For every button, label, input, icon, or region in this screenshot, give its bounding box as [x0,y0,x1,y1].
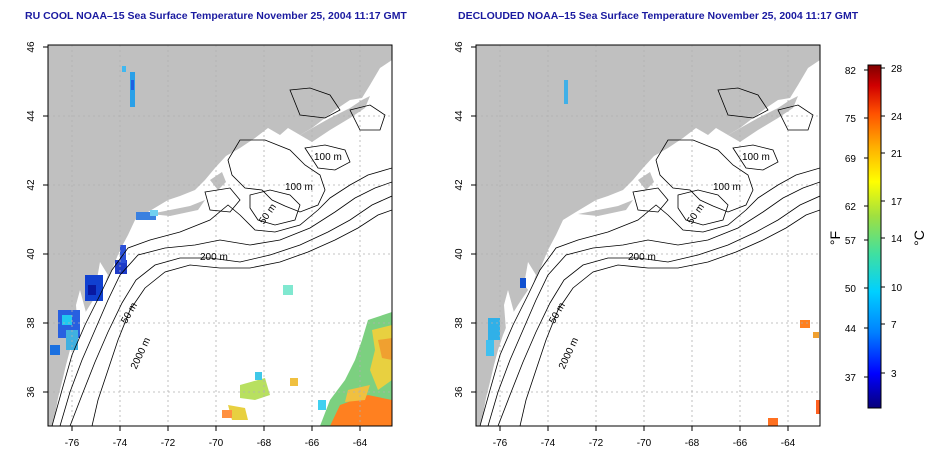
cape-cod [210,172,226,190]
y-tick-label: 46 [454,41,465,53]
delaware-bay [524,262,536,292]
x-tick-label: -64 [353,438,368,449]
contour-label: 100 m [742,152,770,163]
contour-label: 200 m [628,252,656,263]
celsius-tick: 10 [891,283,903,294]
fahrenheit-tick: 44 [845,324,857,335]
cape-cod [638,172,654,190]
x-tick-label: -68 [257,438,272,449]
y-tick-label: 44 [26,110,37,122]
x-tick-label: -70 [209,438,224,449]
celsius-tick: 21 [891,149,903,160]
fahrenheit-tick: 57 [845,236,857,247]
contour-label: 100 m [314,152,342,163]
fahrenheit-tick: 62 [845,202,857,213]
fahrenheit-tick: 75 [845,114,857,125]
x-tick-label: -70 [637,438,652,449]
fahrenheit-tick: 82 [845,66,857,77]
x-tick-label: -68 [685,438,700,449]
fahrenheit-unit-label: °F [828,231,843,245]
celsius-tick: 14 [891,234,903,245]
right-map-title: DECLOUDED NOAA–15 Sea Surface Temperatur… [458,10,859,22]
right-map: 100 m 100 m 50 m 200 m 50 m 2000 m -76 -… [454,41,821,449]
y-tick-label: 46 [26,41,37,53]
bathymetry-contours [51,87,392,426]
contour-label: 100 m [285,182,313,193]
x-tick-label: -74 [113,438,128,449]
celsius-tick: 28 [891,64,903,75]
sst-pixels [486,80,820,426]
long-island [150,200,205,216]
y-tick-label: 38 [26,317,37,329]
x-tick-label: -64 [781,438,796,449]
left-map-title: RU COOL NOAA–15 Sea Surface Temperature … [25,10,407,22]
celsius-unit-label: °C [911,230,927,246]
celsius-tick: 24 [891,112,903,123]
x-tick-label: -66 [733,438,748,449]
y-tick-label: 42 [26,179,37,191]
x-tick-label: -74 [541,438,556,449]
x-tick-label: -76 [493,438,508,449]
y-tick-label: 40 [26,248,37,260]
x-tick-label: -76 [65,438,80,449]
y-tick-label: 38 [454,317,465,329]
left-map: 100 m 100 m 50 m 200 m 50 m 2000 m -76 -… [26,41,393,449]
y-tick-label: 40 [454,248,465,260]
celsius-tick: 3 [891,369,897,380]
land-mass [476,45,820,426]
fahrenheit-tick: 69 [845,154,857,165]
y-tick-label: 36 [454,386,465,398]
chesapeake-bay [504,290,516,345]
y-tick-label: 44 [454,110,465,122]
temperature-colorbar: 82 75 69 62 57 50 44 37 28 24 21 17 14 1… [828,64,927,409]
y-tick-label: 42 [454,179,465,191]
x-tick-label: -72 [161,438,176,449]
land-mass [48,45,392,426]
nova-scotia [728,96,798,142]
celsius-tick: 17 [891,197,903,208]
x-tick-label: -72 [589,438,604,449]
contour-label: 100 m [713,182,741,193]
x-tick-label: -66 [305,438,320,449]
bathymetry-contours [479,87,820,426]
long-island [578,200,633,216]
fahrenheit-tick: 50 [845,284,857,295]
colorbar-gradient [867,64,882,409]
y-tick-label: 36 [26,386,37,398]
contour-label: 200 m [200,252,228,263]
nova-scotia [300,96,370,142]
celsius-tick: 7 [891,320,897,331]
fahrenheit-tick: 37 [845,373,857,384]
